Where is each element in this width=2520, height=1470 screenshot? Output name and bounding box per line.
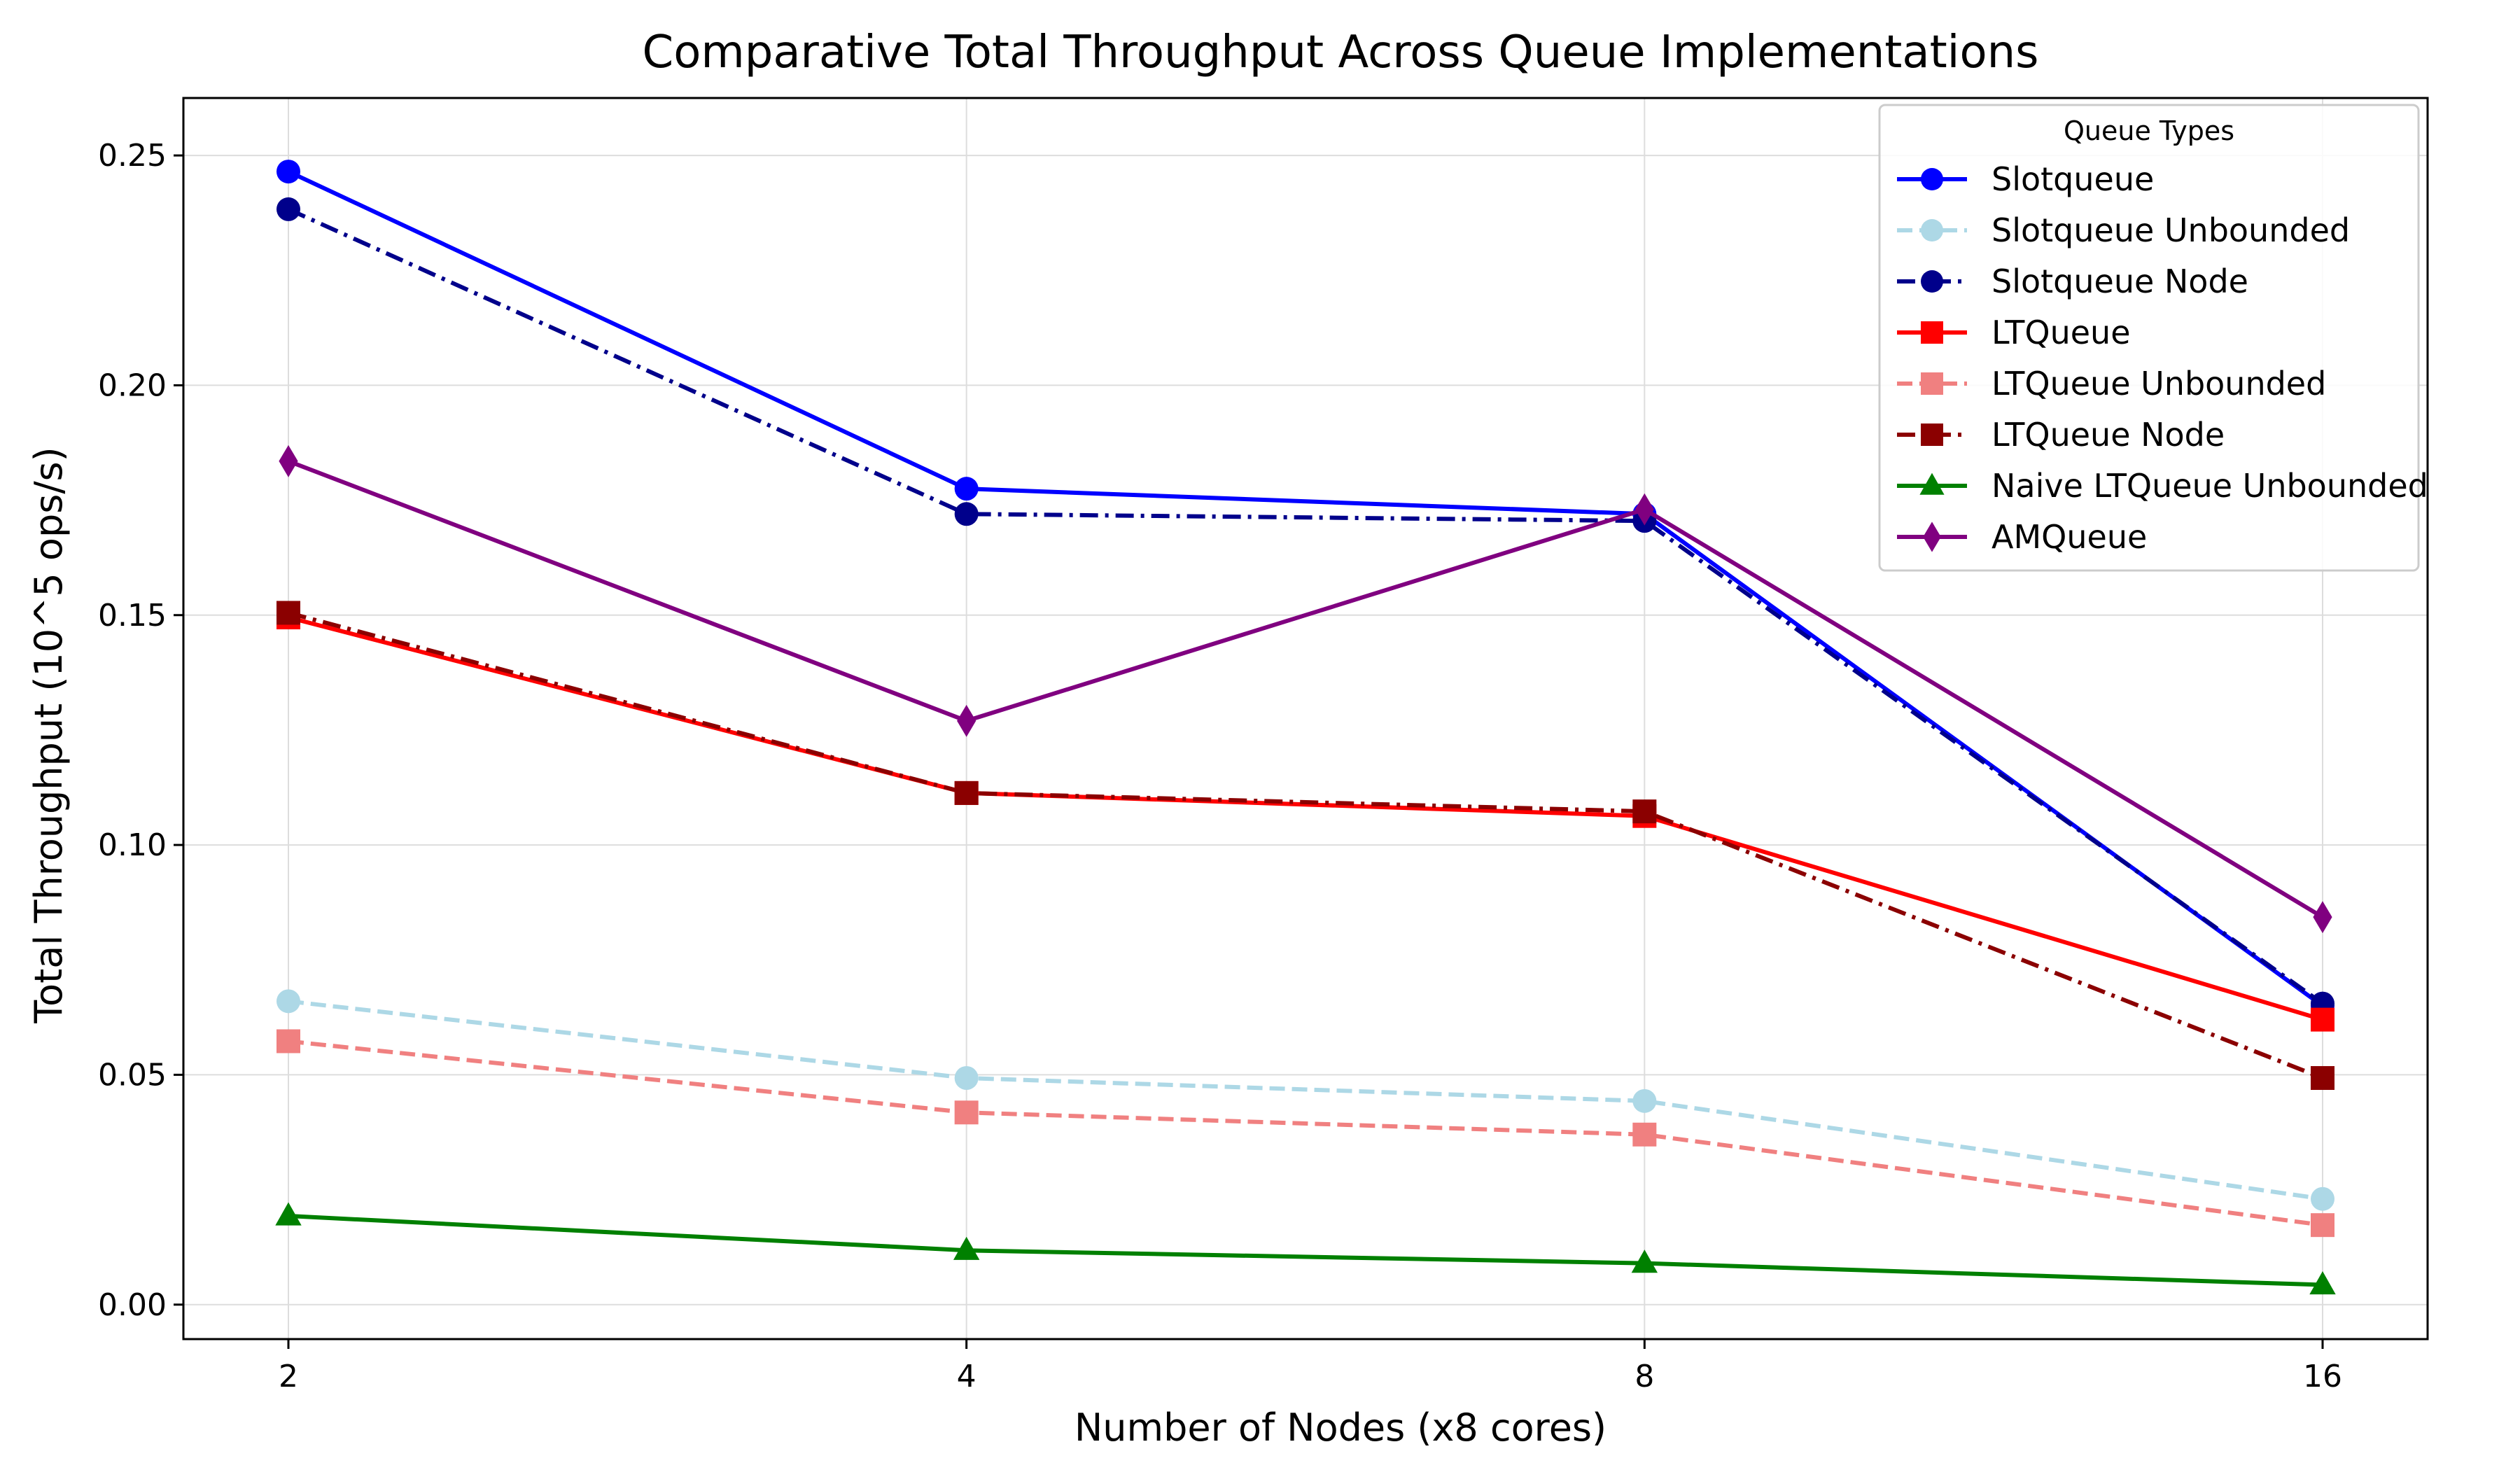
data-point [2311,1007,2334,1032]
series-group [279,444,2332,934]
x-tick-label: 8 [1634,1359,1654,1394]
legend-label: AMQueue [1991,518,2147,556]
data-point [954,780,979,805]
data-point [2311,1186,2334,1211]
series-group [276,1029,2334,1238]
legend-label: Slotqueue Unbounded [1991,211,2350,249]
legend-marker [1921,270,1943,293]
y-tick-label: 0.00 [98,1287,167,1323]
data-point [276,197,300,221]
legend-title: Queue Types [2064,115,2234,146]
data-point [954,1066,979,1091]
legend-label: Slotqueue Node [1991,262,2248,300]
plot-frame [182,97,2429,1340]
axis-ticks: 0.00 0.05 0.10 0.15 0.20 0.25 2 4 8 16 [98,138,2342,1394]
series-group [276,989,2334,1211]
y-axis-label: Total Throughput (10^5 ops/s) [27,447,71,1024]
chart-title: Comparative Total Throughput Across Queu… [643,27,2039,78]
legend: Queue Types Slotqueue Slotqueue Unbounded… [1878,104,2428,572]
plot-series [275,160,2336,1295]
series-line [287,458,2324,919]
series-group [276,601,2334,1091]
data-point [954,502,979,526]
legend-label: LTQueue Unbounded [1991,365,2326,402]
legend-marker [1921,372,1943,395]
data-point [2311,1066,2334,1091]
legend-label: LTQueue Node [1991,416,2225,454]
y-tick-label: 0.20 [98,368,167,403]
data-point [2309,1270,2336,1295]
legend-marker [1921,424,1943,446]
legend-label: LTQueue [1991,314,2131,351]
series-group [275,1202,2336,1295]
data-point [276,160,300,184]
y-tick-label: 0.10 [98,827,167,863]
y-tick-label: 0.25 [98,138,167,174]
y-tick-label: 0.05 [98,1057,167,1093]
x-tick-label: 2 [279,1359,298,1394]
grid [183,98,2428,1339]
series-line [288,610,2324,1080]
legend-items: Slotqueue Slotqueue Unbounded Slotqueue No… [1897,160,2428,556]
legend-marker [1923,522,1941,552]
series-line [288,1039,2323,1228]
data-point [276,601,300,625]
x-tick-label: 16 [2303,1359,2342,1394]
x-tick-label: 4 [957,1359,976,1394]
series-line [288,615,2323,1022]
legend-marker [1921,321,1943,344]
legend-marker [1921,219,1943,241]
data-point [1631,1250,1658,1273]
legend-marker [1919,472,1945,495]
data-point [1632,1088,1657,1113]
data-point [954,1100,979,1125]
data-point [1632,799,1657,824]
series-line [288,1214,2323,1287]
data-point [1632,1122,1657,1147]
data-point [276,989,300,1014]
data-point [1634,493,1654,526]
legend-label: Slotqueue [1991,160,2154,198]
data-point [279,444,298,477]
x-axis-label: Number of Nodes (x8 cores) [1074,1406,1606,1450]
data-point [275,1202,302,1226]
data-point [953,1236,980,1260]
legend-label: Naive LTQueue Unbounded [1991,467,2428,505]
data-point [276,1029,300,1054]
data-point [2313,901,2332,934]
data-point [957,704,976,737]
legend-box [1878,104,2420,572]
data-point [954,477,979,501]
series-line [287,207,2324,1006]
series-group [276,606,2334,1032]
legend-marker [1921,168,1943,190]
y-tick-label: 0.15 [98,598,167,634]
data-point [2311,1213,2334,1238]
series-line [288,999,2323,1201]
